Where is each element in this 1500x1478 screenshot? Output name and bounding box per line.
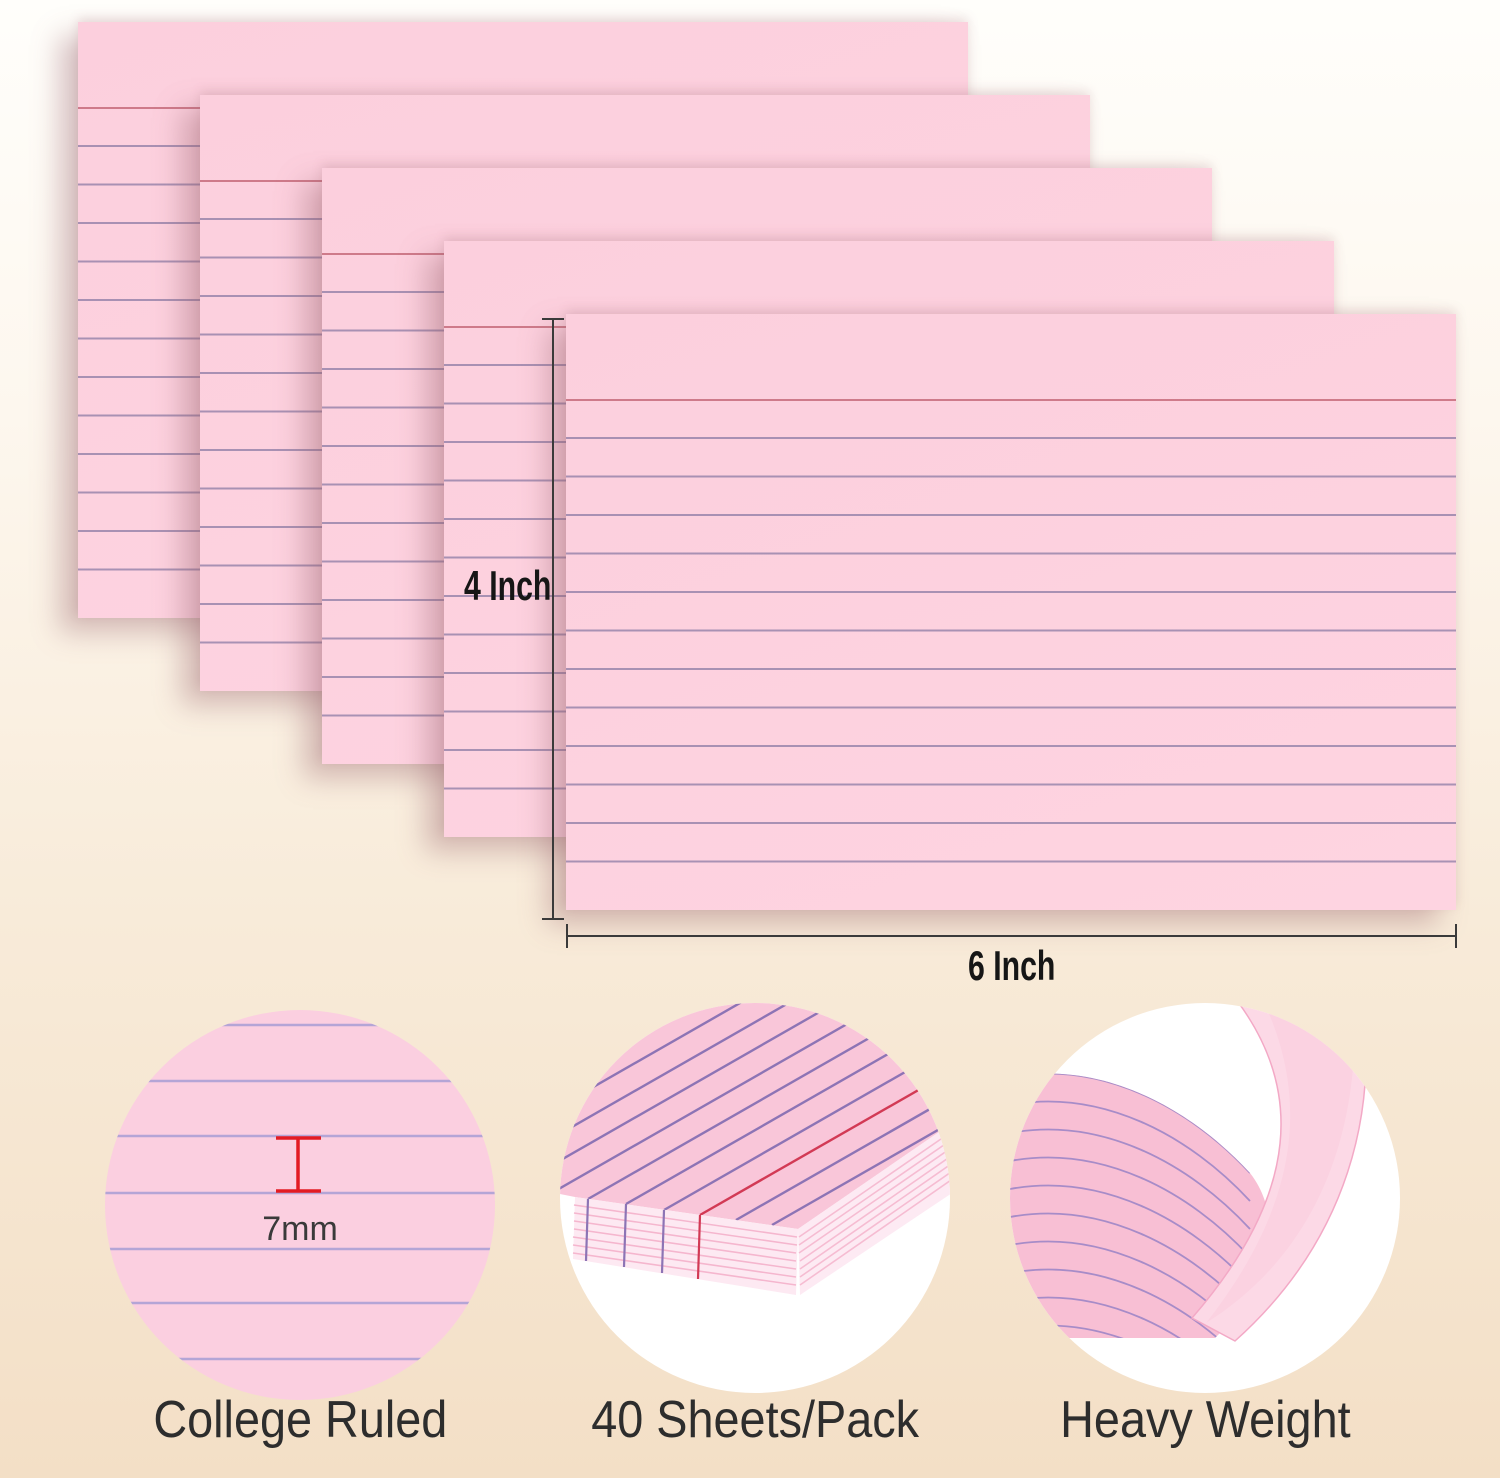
width-dimension-line [567, 935, 1457, 937]
index-card-5-front [566, 314, 1456, 910]
width-dimension-tick-left [566, 924, 568, 948]
height-dimension-tick-bottom [542, 918, 564, 920]
curled-card-closeup-icon [1010, 1003, 1400, 1393]
width-dimension-label: 6 Inch [968, 942, 1056, 989]
card-header-line [566, 399, 1456, 401]
feature-label-heavy-weight: Heavy Weight [1059, 1391, 1351, 1449]
feature-label-sheets-per-pack: 40 Sheets/Pack [591, 1391, 919, 1449]
sheet-stack-closeup-icon [560, 1003, 950, 1393]
height-dimension-label: 4 Inch [463, 562, 552, 609]
height-dimension-line [552, 319, 554, 920]
ruled-lines-closeup-icon: 7mm [105, 1010, 495, 1400]
height-dimension-tick-top [542, 318, 564, 320]
card-ruled-lines [566, 437, 1456, 880]
width-dimension-tick-right [1455, 924, 1457, 948]
line-spacing-value: 7mm [262, 1210, 338, 1248]
7mm-spacing-marker [276, 1136, 321, 1193]
feature-label-college-ruled: College Ruled [153, 1391, 447, 1449]
